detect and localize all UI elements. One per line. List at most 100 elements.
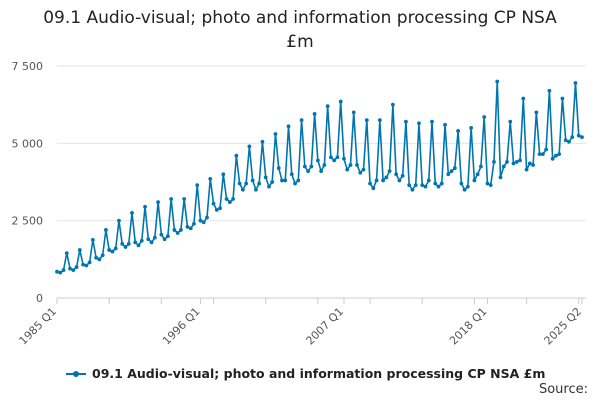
data-point — [534, 110, 539, 115]
data-point — [492, 159, 496, 164]
data-point — [332, 158, 337, 163]
data-point — [570, 135, 575, 140]
data-point — [302, 164, 307, 169]
data-point — [280, 178, 284, 183]
data-point — [514, 159, 519, 164]
data-point — [172, 228, 177, 232]
y-tick-label: 2 500 — [12, 215, 44, 228]
data-point — [498, 175, 503, 180]
data-point — [417, 121, 421, 126]
data-point — [462, 187, 467, 192]
data-point — [74, 265, 79, 269]
data-point — [446, 172, 451, 177]
data-point — [87, 260, 92, 265]
data-point — [130, 211, 134, 215]
data-point — [201, 220, 206, 225]
data-point — [439, 181, 444, 186]
data-point — [469, 125, 474, 130]
data-point — [289, 172, 294, 177]
data-point — [64, 251, 69, 256]
data-point — [133, 240, 138, 245]
data-point — [410, 187, 415, 192]
data-point — [381, 178, 385, 183]
data-point — [404, 119, 408, 124]
chart-title-line-1: 09.1 Audio-visual; photo and information… — [43, 8, 557, 28]
data-point — [407, 183, 412, 187]
data-point — [104, 228, 108, 232]
data-point — [315, 158, 320, 163]
data-point — [449, 169, 454, 174]
x-tick-label: 1996 Q1 — [160, 305, 203, 348]
data-point — [531, 163, 535, 167]
data-point — [152, 235, 157, 240]
data-point — [472, 178, 477, 183]
source-label: Source: — [538, 382, 588, 397]
data-point — [81, 262, 85, 267]
data-point — [443, 122, 447, 127]
data-point — [374, 178, 379, 183]
data-point — [554, 153, 558, 158]
data-point — [182, 197, 187, 201]
data-point — [544, 147, 549, 152]
data-point — [195, 183, 200, 187]
data-point — [452, 166, 457, 170]
data-point — [400, 173, 405, 178]
data-point — [306, 169, 310, 174]
data-point — [459, 181, 464, 186]
data-point — [309, 164, 314, 169]
data-point — [436, 184, 441, 189]
data-point — [84, 263, 89, 268]
data-point — [159, 232, 164, 237]
data-point — [325, 104, 330, 109]
data-point — [537, 152, 542, 157]
data-point — [234, 153, 239, 158]
data-point — [475, 172, 480, 177]
data-point — [257, 181, 262, 186]
y-tick-label: 5 000 — [12, 137, 44, 150]
data-point — [260, 139, 265, 144]
x-tick-label: 2018 Q1 — [447, 305, 490, 348]
data-point — [214, 207, 219, 212]
data-point — [397, 178, 402, 183]
data-point — [169, 197, 174, 201]
legend: 09.1 Audio-visual; photo and information… — [66, 366, 545, 381]
data-point — [433, 181, 438, 186]
data-point — [511, 161, 516, 166]
data-point — [508, 119, 513, 124]
data-point — [227, 200, 232, 205]
data-point — [348, 163, 353, 167]
data-point — [156, 200, 160, 205]
data-point — [61, 268, 66, 273]
y-tick-label: 0 — [36, 292, 43, 305]
data-point — [175, 231, 180, 235]
data-point — [384, 175, 389, 180]
data-point — [185, 224, 190, 229]
data-point — [283, 178, 288, 183]
x-tick-label: 2007 Q1 — [304, 305, 347, 348]
data-point — [267, 184, 271, 189]
data-point — [547, 88, 552, 93]
data-point — [358, 170, 363, 175]
data-point — [120, 241, 125, 246]
data-point — [205, 215, 209, 220]
data-point — [527, 161, 532, 166]
data-series — [55, 79, 584, 275]
data-point — [465, 184, 470, 189]
data-point — [237, 181, 242, 186]
data-point — [68, 266, 72, 271]
chart-title-line-2: £m — [286, 32, 314, 52]
data-point — [192, 221, 196, 226]
data-point — [71, 268, 76, 273]
data-point — [322, 163, 327, 167]
x-tick-label: 2025 Q2 — [542, 305, 585, 348]
data-point — [426, 178, 431, 183]
data-point — [107, 248, 112, 252]
data-point — [540, 152, 545, 157]
data-point — [371, 186, 376, 191]
x-axis: 1985 Q1 1996 Q1 2007 Q1 2018 Q1 2025 Q2 — [17, 297, 586, 348]
data-point — [211, 201, 216, 206]
y-axis-tick-labels: 0 2 500 5 000 7 500 — [12, 60, 44, 305]
data-point — [224, 197, 229, 201]
data-point — [550, 156, 555, 161]
